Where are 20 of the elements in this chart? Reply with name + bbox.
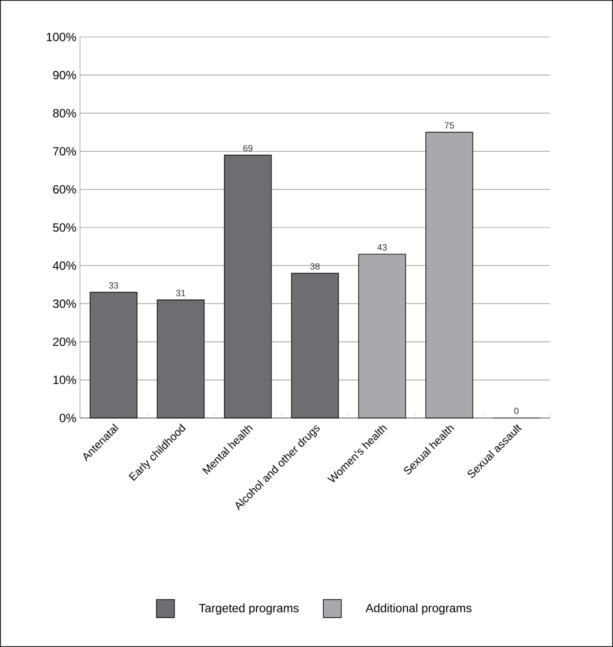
data-label: 75	[444, 122, 454, 129]
y-tick-label: 100%	[46, 32, 76, 42]
data-label: 69	[243, 145, 252, 152]
data-label: 33	[108, 282, 118, 289]
y-tick-label: 30%	[53, 299, 76, 308]
y-tick-label: 10%	[53, 376, 76, 384]
y-tick-label: 60%	[53, 185, 76, 194]
data-label: 0	[514, 408, 519, 414]
y-tick-label: 40%	[52, 261, 76, 270]
y-tick-label: 50%	[53, 223, 76, 232]
data-label: 43	[377, 244, 387, 251]
legend-label: Targeted programs	[198, 604, 299, 615]
y-tick-label: 20%	[53, 338, 76, 346]
y-tick-label: 90%	[53, 70, 76, 80]
y-tick-label: 80%	[53, 108, 76, 118]
legend-label: Additional programs	[366, 604, 472, 615]
y-tick-label: 70%	[53, 147, 76, 156]
data-label: 31	[176, 290, 186, 296]
data-label: 38	[310, 263, 320, 270]
y-tick-label: 0%	[60, 414, 76, 422]
